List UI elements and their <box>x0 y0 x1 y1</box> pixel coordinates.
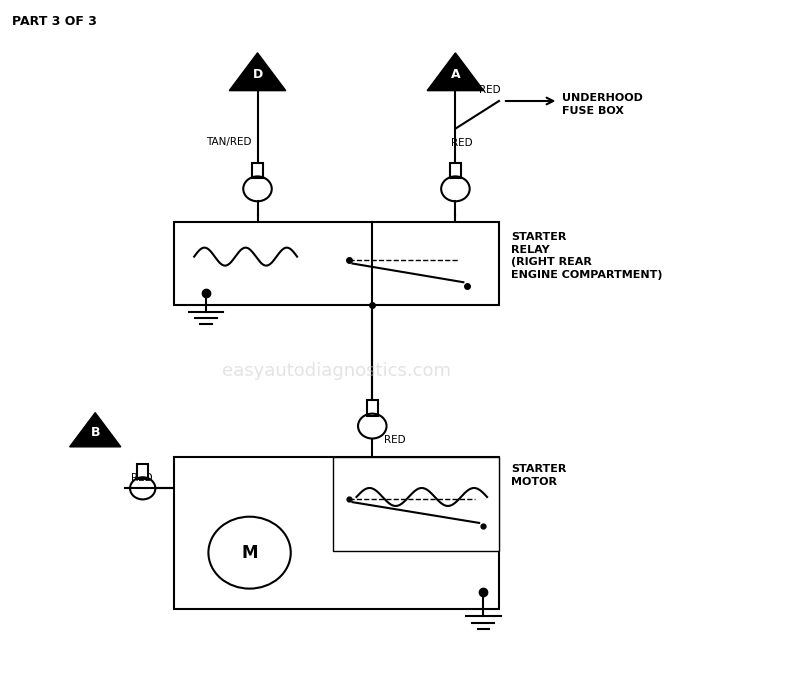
Text: PART 3 OF 3: PART 3 OF 3 <box>12 15 97 27</box>
Bar <box>174 457 499 610</box>
Text: RED: RED <box>479 85 501 95</box>
Polygon shape <box>427 53 484 90</box>
Text: UNDERHOOD
FUSE BOX: UNDERHOOD FUSE BOX <box>562 93 643 116</box>
Bar <box>450 163 461 179</box>
Bar <box>366 400 378 416</box>
Text: B: B <box>90 426 100 439</box>
Text: STARTER
RELAY
(RIGHT REAR
ENGINE COMPARTMENT): STARTER RELAY (RIGHT REAR ENGINE COMPART… <box>511 232 662 279</box>
Text: RED: RED <box>131 473 153 483</box>
Text: RED: RED <box>451 137 473 148</box>
Bar <box>174 222 499 305</box>
Text: M: M <box>242 544 258 561</box>
Text: easyautodiagnostics.com: easyautodiagnostics.com <box>222 362 451 379</box>
Bar <box>252 163 263 179</box>
Text: A: A <box>450 68 460 81</box>
Text: TAN/RED: TAN/RED <box>206 137 251 148</box>
Polygon shape <box>70 413 121 447</box>
Text: STARTER
MOTOR: STARTER MOTOR <box>511 464 566 486</box>
Bar <box>333 457 499 551</box>
Polygon shape <box>230 53 286 90</box>
Bar <box>137 464 148 480</box>
Text: RED: RED <box>384 435 406 445</box>
Text: D: D <box>252 68 262 81</box>
